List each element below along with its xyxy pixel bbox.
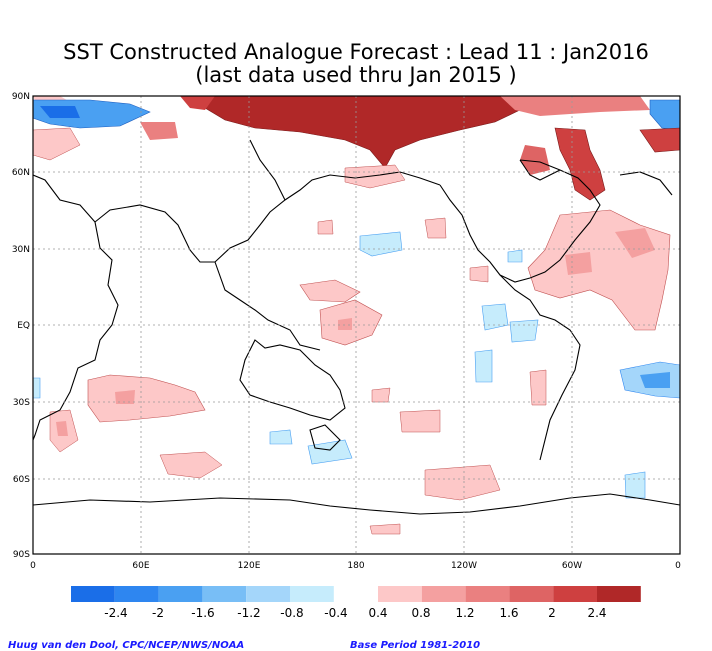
credit-text: Huug van den Dool, CPC/NCEP/NWS/NOAA: [8, 640, 245, 651]
x-tick-label: 0: [675, 561, 681, 571]
base-period-text: Base Period 1981-2010: [350, 640, 481, 651]
map-subtitle: (last data used thru Jan 2015 ): [195, 63, 517, 87]
colorbar-label: 1.2: [455, 606, 474, 620]
colorbar-swatch: [553, 586, 597, 602]
colorbar-swatch: [421, 586, 466, 602]
north-pacific-cold-anomaly: [359, 231, 403, 257]
atlantic-warm-anomaly: [527, 209, 671, 331]
x-tick-label: 0: [30, 561, 36, 571]
grid-lines: [33, 96, 680, 554]
colorbar-label: 2: [548, 606, 556, 620]
colorbar-label: 2.4: [587, 606, 606, 620]
colorbar: -2.4 -2 -1.6 -1.2 -0.8 -0.4 0.4 0.8 1.2 …: [71, 586, 641, 620]
colorbar-swatch: [465, 586, 510, 602]
arctic-warm-anomaly: [204, 96, 521, 169]
south-indian-warm-anomaly: [87, 374, 206, 423]
y-tick-label: 90S: [13, 550, 30, 560]
x-tick-label: 60E: [132, 561, 149, 571]
colorbar-label: 0.8: [411, 606, 430, 620]
x-tick-label: 120W: [451, 561, 477, 571]
colorbar-swatch: [114, 586, 159, 602]
colorbar-swatch: [158, 586, 203, 602]
colorbar-label: -2.4: [104, 606, 127, 620]
y-tick-label: EQ: [17, 321, 30, 331]
x-tick-label: 120E: [238, 561, 261, 571]
colorbar-swatch: [597, 586, 641, 602]
colorbar-label: -2: [152, 606, 164, 620]
colorbar-swatch: [290, 586, 334, 602]
map-frame: [32, 95, 681, 555]
y-tick-label: 30N: [12, 245, 30, 255]
colorbar-swatch: [71, 586, 115, 602]
east-pacific-cold-anomaly: [481, 303, 509, 331]
colorbar-label: 0.4: [368, 606, 387, 620]
north-atlantic-warm-anomaly: [554, 127, 606, 201]
colorbar-label: -0.8: [280, 606, 303, 620]
coastlines: [33, 139, 680, 515]
colorbar-label: -0.4: [324, 606, 347, 620]
y-tick-label: 60N: [12, 168, 30, 178]
colorbar-cold-swatches: [71, 586, 334, 602]
x-tick-label: 180: [347, 561, 364, 571]
colorbar-swatch: [509, 586, 554, 602]
map-title: SST Constructed Analogue Forecast : Lead…: [63, 40, 649, 64]
colorbar-label: -1.6: [191, 606, 214, 620]
y-tick-label: 60S: [13, 475, 30, 485]
colorbar-swatch: [378, 586, 422, 602]
y-tick-label: 30S: [13, 398, 30, 408]
colorbar-swatch: [246, 586, 290, 602]
north-pacific-warm-anomaly: [299, 279, 361, 303]
colorbar-warm-swatches: [378, 586, 641, 602]
anomaly-layer: [33, 96, 680, 535]
colorbar-label: 1.6: [499, 606, 518, 620]
colorbar-label: -1.2: [237, 606, 260, 620]
y-tick-label: 90N: [12, 92, 30, 102]
x-tick-label: 60W: [562, 561, 582, 571]
colorbar-swatch: [202, 586, 247, 602]
